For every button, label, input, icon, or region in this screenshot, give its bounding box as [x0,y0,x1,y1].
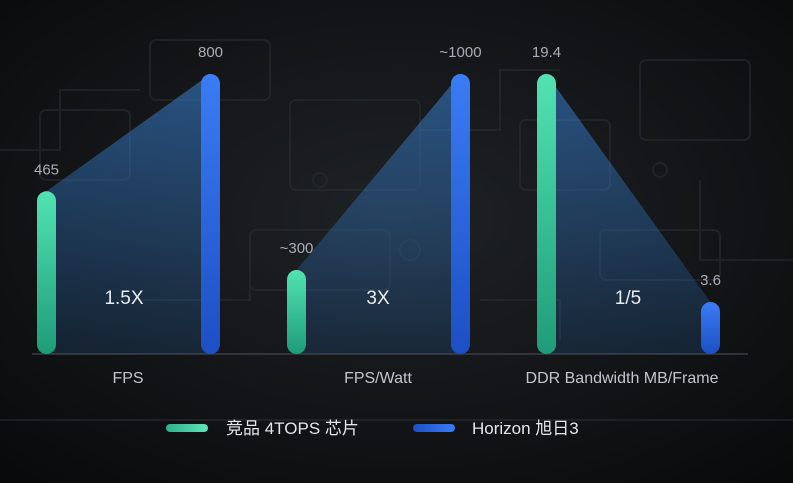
ratio-fan-1 [296,74,461,354]
bar-horizon-2 [701,302,720,354]
legend: 竞品 4TOPS 芯片 Horizon 旭日3 [166,419,579,438]
category-label-2: DDR Bandwidth MB/Frame [526,370,719,387]
value-label-competitor-0: 465 [34,161,59,178]
ratio-label-2: 1/5 [615,288,641,309]
value-label-horizon-1: ~1000 [439,44,481,61]
value-label-horizon-2: 3.6 [700,272,721,289]
bar-competitor-0 [37,191,56,354]
bar-competitor-1 [287,270,306,354]
ratio-label-0: 1.5X [104,288,143,309]
value-label-horizon-0: 800 [198,44,223,61]
legend-swatch-competitor [166,424,208,432]
value-label-competitor-2: 19.4 [532,44,561,61]
legend-item-competitor: 竞品 4TOPS 芯片 [166,419,359,438]
bar-horizon-0 [201,74,220,354]
bar-competitor-2 [537,74,556,354]
ratio-fan-0 [46,74,211,354]
bar-horizon-1 [451,74,470,354]
legend-label-horizon: Horizon 旭日3 [472,419,579,438]
ratio-label-1: 3X [366,288,390,309]
legend-item-horizon: Horizon 旭日3 [413,419,579,438]
value-label-competitor-1: ~300 [280,240,314,257]
category-label-1: FPS/Watt [344,370,412,387]
legend-label-competitor: 竞品 4TOPS 芯片 [226,419,359,438]
ratio-fan-2 [546,74,711,354]
category-label-0: FPS [112,370,143,387]
legend-swatch-horizon [413,424,455,432]
